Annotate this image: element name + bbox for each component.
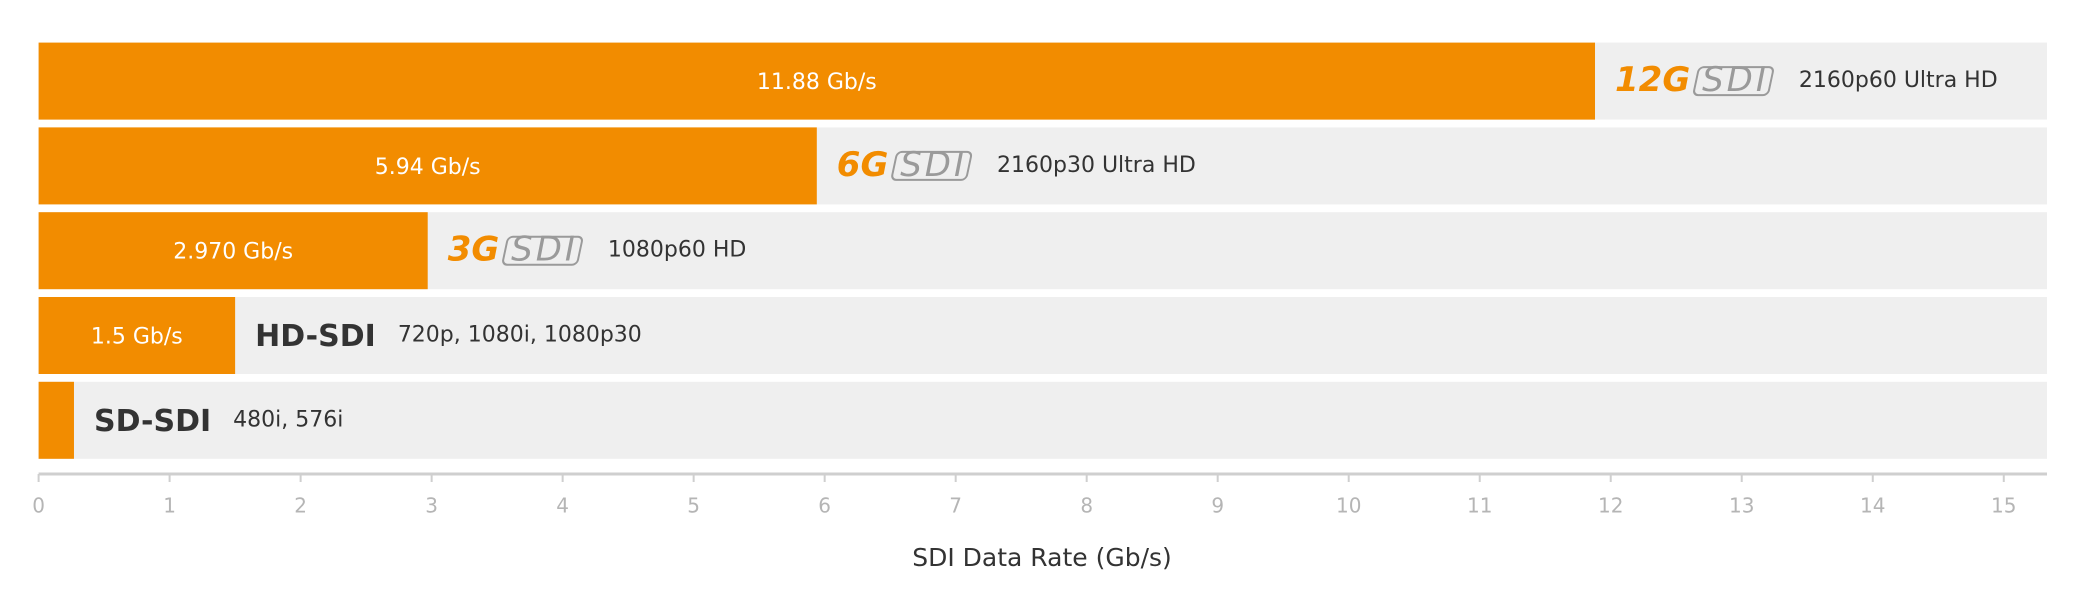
value-label: 11.88 Gb/s [757,70,877,95]
x-tick-label: 3 [425,494,438,518]
x-tick-label: 15 [1991,494,2016,518]
x-tick-label: 13 [1729,494,1754,518]
logo-badge: SDI [1702,60,1769,100]
bar-track [38,297,2048,374]
format-annotation: 480i, 576i [233,407,343,432]
x-tick-label: 7 [949,494,962,518]
x-axis-title: SDI Data Rate (Gb/s) [912,543,1172,572]
format-annotation: 2160p60 Ultra HD [1799,68,1998,93]
x-tick-label: 12 [1598,494,1623,518]
category-label: HD-SDI [255,319,376,354]
x-tick-label: 10 [1336,494,1361,518]
bar [38,212,428,290]
logo-mark: 6G [837,144,889,184]
x-tick-label: 11 [1467,494,1492,518]
bar [38,42,1596,120]
x-tick-label: 0 [32,494,45,518]
logo-badge-box [891,150,973,181]
bar [38,127,817,205]
logo-badge: SDI [511,229,578,269]
category-logo: 3G SDI [448,229,578,269]
format-annotation: 720p, 1080i, 1080p30 [398,323,642,348]
logo-mark: 12G [1615,60,1690,100]
x-tick-label: 9 [1211,494,1224,518]
bar-track [38,381,2048,459]
category-logo: 6G SDI [837,144,967,184]
logo-badge-box [502,235,583,266]
x-tick-label: 1 [163,494,176,518]
value-label: 1.5 Gb/s [91,325,183,350]
x-tick-label: 4 [556,494,569,518]
logo-badge-box [1693,66,1774,97]
x-tick-label: 14 [1860,494,1885,518]
format-annotation: 1080p60 HD [608,238,746,263]
value-label: 2.970 Gb/s [173,240,293,265]
category-label: SD-SDI [94,404,211,439]
x-tick-label: 2 [294,494,307,518]
logo-mark: 3G [448,229,500,269]
category-logo: 12G SDI [1615,60,1769,100]
x-tick-label: 5 [687,494,700,518]
x-tick-label: 8 [1080,494,1093,518]
bar [38,381,74,459]
logo-badge: SDI [900,144,967,184]
format-annotation: 2160p30 Ultra HD [997,153,1196,178]
bar [38,297,236,374]
x-tick-label: 6 [818,494,831,518]
value-label: 5.94 Gb/s [375,155,481,180]
